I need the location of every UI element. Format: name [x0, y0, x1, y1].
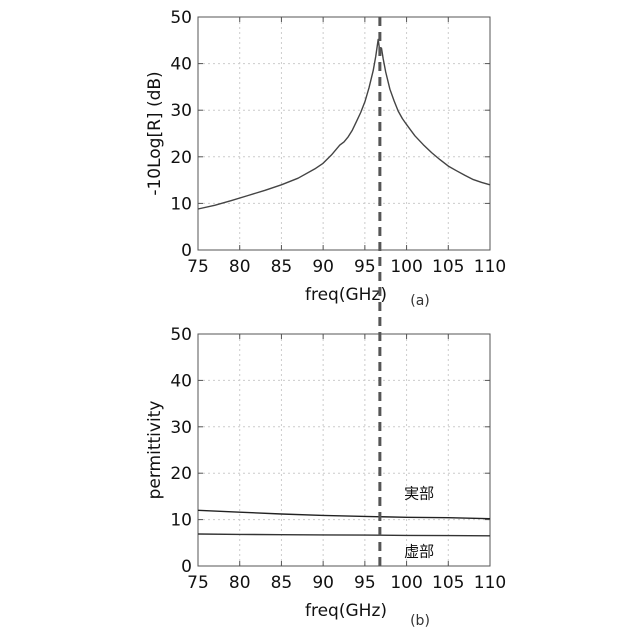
series-line-1	[198, 510, 490, 518]
x-tick-label: 85	[271, 257, 293, 277]
y-tick-label: 30	[170, 418, 192, 438]
series-annotation-1: 実部	[404, 485, 434, 503]
plot-frame	[198, 17, 490, 250]
x-tick-label: 80	[229, 573, 251, 593]
y-tick-label: 50	[170, 8, 192, 28]
y-tick-label: 0	[181, 241, 192, 261]
y-tick-label: 40	[170, 55, 192, 75]
panel-label: (a)	[410, 293, 430, 309]
x-tick-label: 110	[474, 257, 506, 277]
x-tick-label: 80	[229, 257, 251, 277]
x-tick-label: 100	[390, 573, 422, 593]
series-line-2	[198, 534, 490, 536]
x-tick-label: 105	[432, 257, 464, 277]
grid	[198, 334, 490, 566]
x-tick-label: 100	[390, 257, 422, 277]
y-tick-label: 30	[170, 101, 192, 121]
y-tick-label: 10	[170, 194, 192, 214]
y-tick-label: 40	[170, 371, 192, 391]
plot-frame	[198, 334, 490, 566]
x-tick-label: 110	[474, 573, 506, 593]
y-tick-label: 20	[170, 464, 192, 484]
x-tick-label: 90	[312, 257, 334, 277]
grid	[198, 17, 490, 250]
y-tick-label: 50	[170, 325, 192, 345]
y-tick-label: 20	[170, 148, 192, 168]
chart-panel-a: 758085909510010511001020304050freq(GHz)-…	[145, 8, 506, 309]
figure: 758085909510010511001020304050freq(GHz)-…	[0, 0, 640, 640]
y-tick-label: 0	[181, 557, 192, 577]
series-annotation-2: 虚部	[404, 543, 434, 561]
y-axis-label: -10Log[R] (dB)	[145, 71, 165, 195]
y-tick-label: 10	[170, 511, 192, 531]
panel-label: (b)	[410, 613, 430, 629]
x-tick-label: 105	[432, 573, 464, 593]
series-line-1	[198, 39, 490, 209]
chart-panel-b: 758085909510010511001020304050freq(GHz)p…	[145, 325, 506, 629]
x-tick-label: 85	[271, 573, 293, 593]
x-axis-label: freq(GHz)	[305, 285, 387, 305]
x-tick-label: 95	[354, 257, 376, 277]
x-tick-label: 95	[354, 573, 376, 593]
x-axis-label: freq(GHz)	[305, 601, 387, 621]
x-tick-label: 90	[312, 573, 334, 593]
y-axis-label: permittivity	[145, 401, 165, 500]
